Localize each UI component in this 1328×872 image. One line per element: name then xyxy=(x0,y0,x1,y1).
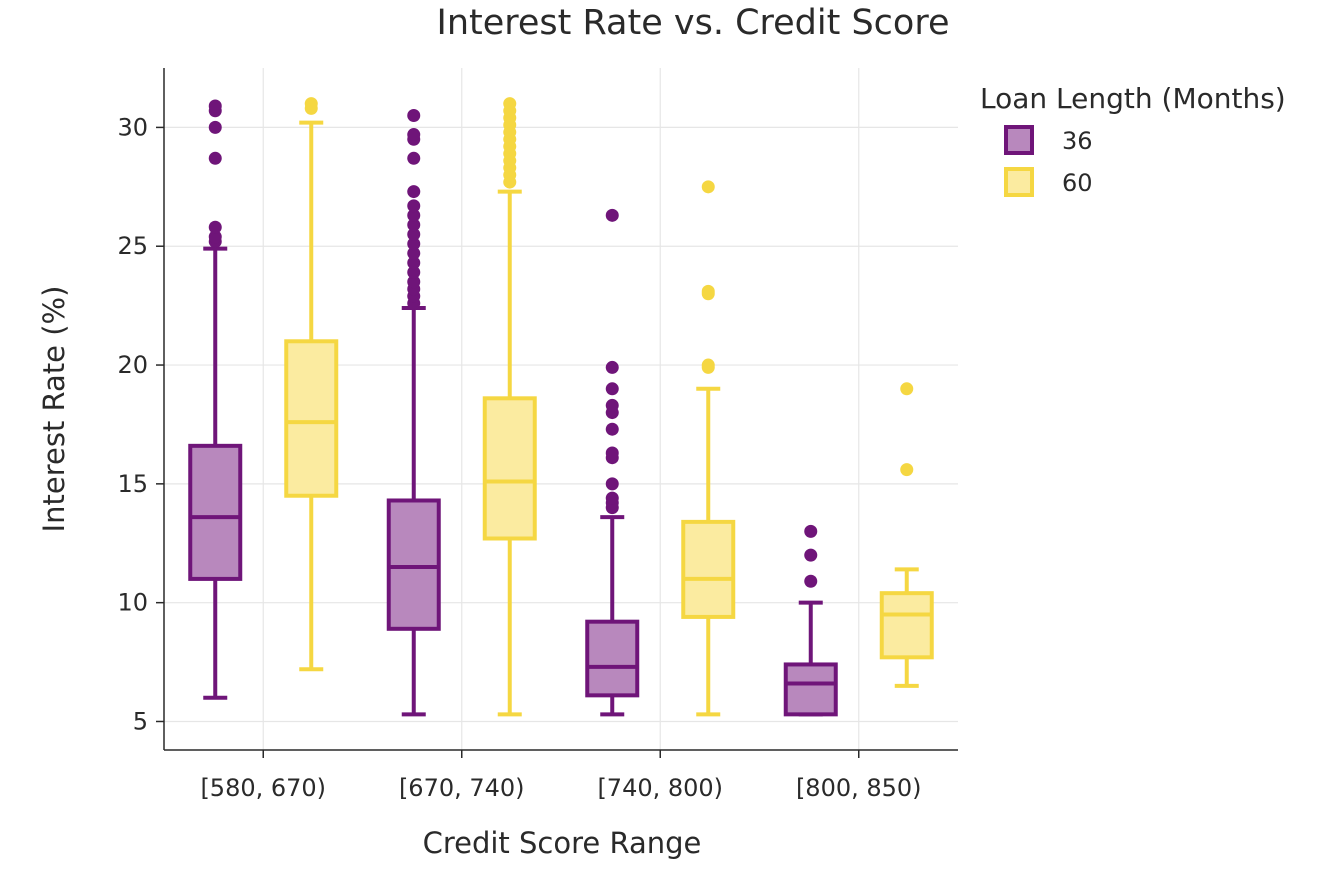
outlier-point[interactable] xyxy=(605,398,619,412)
legend-item-36[interactable]: 36 xyxy=(1004,125,1093,155)
outlier-point[interactable] xyxy=(407,275,421,289)
legend-title: Loan Length (Months) xyxy=(980,82,1286,115)
outlier-point[interactable] xyxy=(208,99,222,113)
outlier-point[interactable] xyxy=(407,128,421,142)
box-iqr[interactable] xyxy=(879,591,934,660)
outlier-point[interactable] xyxy=(900,463,914,477)
outlier-point[interactable] xyxy=(407,185,421,199)
box-iqr[interactable] xyxy=(188,443,243,581)
x-axis-title: Credit Score Range xyxy=(423,826,702,860)
outlier-point[interactable] xyxy=(701,358,715,372)
outlier-point[interactable] xyxy=(605,446,619,460)
grid-lines xyxy=(164,68,958,750)
legend-swatch xyxy=(1004,125,1034,155)
box-36-2[interactable] xyxy=(585,208,640,717)
outlier-point[interactable] xyxy=(407,218,421,232)
x-tick-label: [740, 800) xyxy=(597,774,723,802)
outlier-point[interactable] xyxy=(208,230,222,244)
outlier-point[interactable] xyxy=(208,120,222,134)
outlier-point[interactable] xyxy=(407,208,421,222)
legend-swatch xyxy=(1004,167,1034,197)
legend-items[interactable]: 36 60 xyxy=(1004,125,1093,197)
y-tick-label: 10 xyxy=(117,589,148,617)
outlier-point[interactable] xyxy=(701,284,715,298)
y-tick-label: 15 xyxy=(117,470,148,498)
box-iqr[interactable] xyxy=(783,662,838,717)
outlier-point[interactable] xyxy=(605,382,619,396)
outlier-point[interactable] xyxy=(605,422,619,436)
outlier-point[interactable] xyxy=(605,360,619,374)
box-36-3[interactable] xyxy=(783,524,838,717)
x-tick-label: [580, 670) xyxy=(200,774,326,802)
outlier-point[interactable] xyxy=(503,97,517,111)
x-tick-label: [670, 740) xyxy=(399,774,525,802)
outlier-point[interactable] xyxy=(804,524,818,538)
box-iqr[interactable] xyxy=(482,396,537,541)
box-60-0[interactable] xyxy=(284,97,339,672)
y-tick-label: 30 xyxy=(117,113,148,141)
series-60[interactable] xyxy=(284,97,934,717)
legend-label: 36 xyxy=(1062,127,1093,155)
chart-title: Interest Rate vs. Credit Score xyxy=(437,3,950,43)
outlier-point[interactable] xyxy=(208,220,222,234)
legend-item-60[interactable]: 60 xyxy=(1004,167,1093,197)
outlier-point[interactable] xyxy=(605,491,619,505)
outlier-point[interactable] xyxy=(900,382,914,396)
outlier-point[interactable] xyxy=(804,548,818,562)
box-60-1[interactable] xyxy=(482,97,537,717)
x-tick-labels: [580, 670) [670, 740) [740, 800) [800, 850) xyxy=(200,750,922,802)
legend[interactable]: Loan Length (Months) 36 60 xyxy=(980,82,1286,197)
box-36-0[interactable] xyxy=(188,99,243,700)
outlier-point[interactable] xyxy=(605,208,619,222)
box-60-3[interactable] xyxy=(879,382,934,688)
x-tick-label: [800, 850) xyxy=(796,774,922,802)
outlier-point[interactable] xyxy=(605,477,619,491)
box-iqr[interactable] xyxy=(585,619,640,698)
box-iqr[interactable] xyxy=(681,519,736,619)
y-tick-labels: 5 10 15 20 25 30 xyxy=(117,113,164,735)
outlier-point[interactable] xyxy=(701,180,715,194)
outlier-point[interactable] xyxy=(407,246,421,260)
y-tick-label: 20 xyxy=(117,351,148,379)
outlier-point[interactable] xyxy=(407,237,421,251)
box-60-2[interactable] xyxy=(681,180,736,717)
outlier-point[interactable] xyxy=(407,256,421,270)
box-iqr[interactable] xyxy=(284,339,339,498)
plot-area xyxy=(188,97,934,717)
y-tick-label: 25 xyxy=(117,232,148,260)
outlier-point[interactable] xyxy=(304,97,318,111)
outlier-point[interactable] xyxy=(407,227,421,241)
outlier-point[interactable] xyxy=(407,199,421,213)
box-iqr[interactable] xyxy=(386,498,441,631)
outlier-point[interactable] xyxy=(208,151,222,165)
outlier-point[interactable] xyxy=(407,151,421,165)
outlier-point[interactable] xyxy=(804,574,818,588)
series-36[interactable] xyxy=(188,99,838,717)
legend-label: 60 xyxy=(1062,169,1093,197)
outlier-point[interactable] xyxy=(407,109,421,123)
y-tick-label: 5 xyxy=(133,707,148,735)
y-axis-title: Interest Rate (%) xyxy=(37,286,71,533)
outlier-point[interactable] xyxy=(407,265,421,279)
box-36-1[interactable] xyxy=(386,109,441,717)
